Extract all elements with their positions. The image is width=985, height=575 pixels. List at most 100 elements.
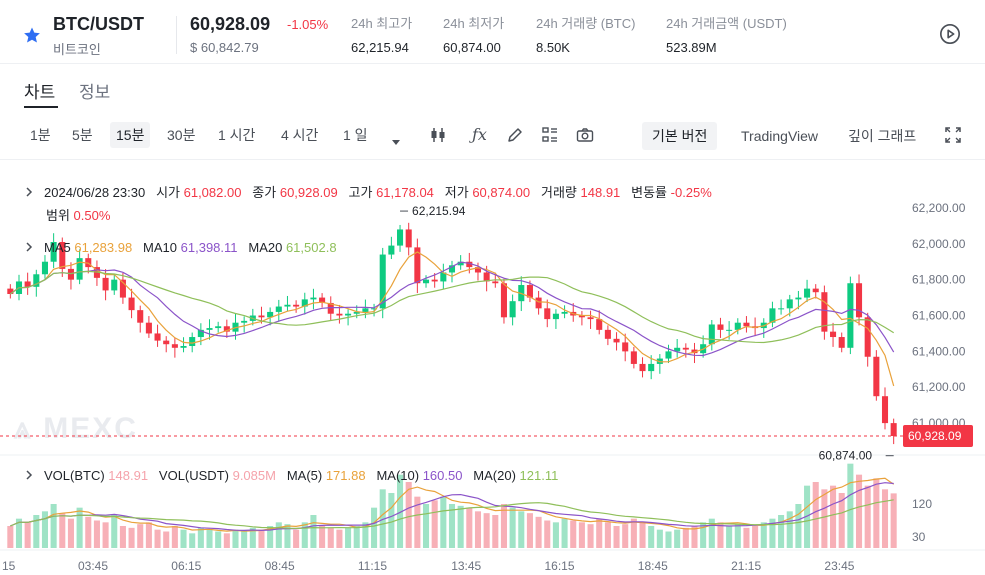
candle-body bbox=[795, 297, 802, 300]
time-axis-label: 16:15 bbox=[545, 559, 575, 573]
play-circle-icon[interactable] bbox=[939, 23, 961, 45]
candle-body bbox=[128, 297, 135, 311]
volume-bar bbox=[778, 515, 785, 548]
volume-bar bbox=[734, 524, 741, 548]
volume-bar bbox=[500, 504, 507, 548]
candle-body bbox=[474, 267, 482, 273]
candle-body bbox=[691, 349, 698, 354]
legend-range-value: 0.50% bbox=[73, 208, 111, 223]
indicator-fx-icon[interactable]: ƒx bbox=[472, 125, 487, 144]
timeframe-4h[interactable]: 4 시간 bbox=[281, 127, 319, 143]
candle-body bbox=[778, 308, 785, 310]
candlestick-type-icon[interactable] bbox=[428, 125, 448, 145]
time-axis-label: 18:45 bbox=[638, 559, 668, 573]
candle-body bbox=[145, 322, 152, 334]
volume-bar bbox=[405, 482, 412, 548]
fullscreen-icon[interactable] bbox=[943, 125, 963, 145]
candle-body bbox=[258, 315, 265, 318]
volume-bar bbox=[622, 524, 629, 548]
header-divider bbox=[176, 16, 177, 54]
candle-body bbox=[466, 261, 473, 268]
volume-bar bbox=[189, 533, 196, 548]
candle-body bbox=[457, 261, 464, 266]
stat-volume-label: 24h 거래량 (BTC) bbox=[536, 16, 636, 31]
layout-settings-icon[interactable] bbox=[540, 125, 560, 145]
volume-bar bbox=[682, 527, 689, 548]
timeframe-1d[interactable]: 1 일 bbox=[343, 127, 368, 143]
draw-pencil-icon[interactable] bbox=[505, 125, 525, 145]
camera-snapshot-icon[interactable] bbox=[575, 125, 595, 145]
candle-body bbox=[448, 265, 456, 273]
timeframe-dropdown-icon[interactable] bbox=[391, 137, 401, 147]
volume-bar bbox=[223, 533, 230, 548]
volume-bar bbox=[674, 529, 681, 548]
candle-body bbox=[422, 279, 430, 284]
legend-high-value: 61,178.04 bbox=[376, 185, 434, 200]
candle-body bbox=[24, 281, 31, 287]
volume-bar bbox=[59, 513, 66, 548]
volume-ma5-line bbox=[10, 477, 895, 532]
candle-body bbox=[33, 274, 40, 287]
volume-bar bbox=[353, 526, 360, 548]
volume-bar bbox=[864, 485, 871, 548]
volume-bar bbox=[119, 526, 126, 548]
timeframe-1m[interactable]: 1분 bbox=[30, 127, 51, 143]
price-axis-tick: 62,000.00 bbox=[912, 237, 966, 251]
price-chart[interactable]: ⩓ MEXC 62,200.00 62,000.00 61,800.00 61,600… bbox=[0, 160, 985, 575]
timeframe-15m[interactable]: 15분 bbox=[110, 122, 151, 148]
candle-body bbox=[189, 337, 196, 346]
legend-volume-value: 148.91 bbox=[580, 185, 621, 200]
ma-collapse-chevron-icon[interactable] bbox=[24, 242, 34, 252]
candle-body bbox=[682, 347, 689, 350]
volume-bar bbox=[241, 531, 248, 548]
volume-bar bbox=[76, 507, 83, 548]
price-axis-tick: 61,200.00 bbox=[912, 380, 966, 394]
view-basic-button[interactable]: 기본 버전 bbox=[642, 122, 718, 150]
low-marker-label: 60,874.00 bbox=[819, 449, 873, 463]
candle-body bbox=[405, 229, 412, 248]
tab-info[interactable]: 정보 bbox=[79, 83, 111, 102]
candle-body bbox=[379, 254, 386, 309]
collapse-chevron-icon[interactable] bbox=[24, 187, 34, 197]
volume-bar bbox=[466, 507, 473, 548]
legend-ma5-label: MA5 bbox=[44, 240, 71, 255]
timeframe-5m[interactable]: 5분 bbox=[72, 127, 93, 143]
volume-bar bbox=[717, 522, 724, 548]
volume-bar bbox=[873, 478, 880, 548]
volume-bar bbox=[630, 518, 637, 548]
vol-usdt-label: VOL(USDT) bbox=[158, 468, 229, 483]
candle-body bbox=[804, 288, 811, 298]
tab-chart[interactable]: 차트 bbox=[24, 83, 56, 102]
volume-collapse-chevron-icon[interactable] bbox=[24, 470, 34, 480]
legend-ma5-value: 61,283.98 bbox=[74, 240, 133, 255]
mexc-watermark: ⩓ MEXC bbox=[14, 412, 138, 445]
candle-body bbox=[526, 285, 533, 298]
active-tab-indicator bbox=[24, 106, 58, 108]
vol-ma5-value: 171.88 bbox=[325, 468, 366, 483]
volume-bar bbox=[587, 524, 594, 548]
candlestick-chart-svg[interactable]: 62,200.00 62,000.00 61,800.00 61,600.00 61,4… bbox=[0, 160, 985, 575]
candle-body bbox=[67, 268, 74, 280]
volume-bar bbox=[284, 524, 291, 548]
volume-bar bbox=[293, 529, 300, 548]
favorite-star-icon[interactable] bbox=[23, 26, 41, 44]
volume-bar bbox=[111, 515, 118, 548]
candle-body bbox=[830, 331, 837, 338]
vol-ma5-label: MA(5) bbox=[286, 468, 323, 483]
timeframe-30m[interactable]: 30분 bbox=[167, 127, 196, 143]
candle-body bbox=[362, 308, 369, 312]
view-tradingview-button[interactable]: TradingView bbox=[741, 128, 819, 144]
volume-bar bbox=[752, 526, 759, 548]
volume-bar bbox=[301, 522, 308, 548]
volume-bar bbox=[7, 526, 14, 548]
timeframe-1h[interactable]: 1 시간 bbox=[218, 127, 256, 143]
candle-body bbox=[215, 326, 222, 329]
candle-body bbox=[648, 363, 655, 372]
legend-open-label: 시가 bbox=[156, 185, 180, 200]
time-axis-label: 06:15 bbox=[171, 559, 201, 573]
trading-pair[interactable]: BTC/USDT bbox=[53, 14, 144, 34]
volume-bar bbox=[275, 522, 282, 548]
candle-body bbox=[301, 299, 308, 307]
view-depth-button[interactable]: 깊이 그래프 bbox=[848, 128, 917, 144]
volume-bar bbox=[838, 493, 845, 548]
